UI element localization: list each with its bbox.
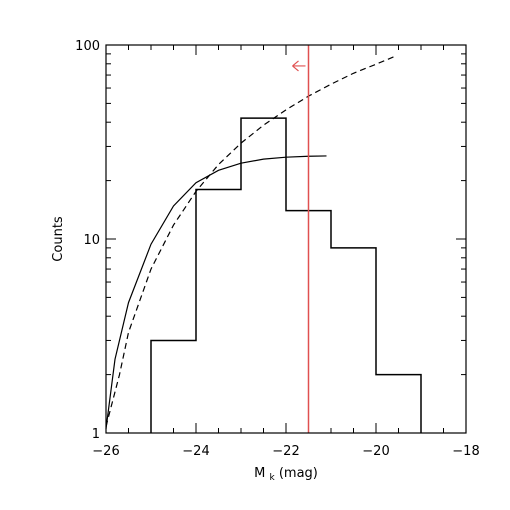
solid-curve [105, 155, 327, 429]
x-tick-label: −26 [92, 444, 119, 459]
y-axis-label: Counts [51, 216, 66, 262]
y-tick-label: 100 [75, 39, 100, 54]
cutoff-marker [292, 45, 310, 433]
tick-labels: −26 −24 −22 −20 −18 1 10 100 [75, 39, 480, 459]
histogram-bars [150, 117, 422, 433]
y-tick-label: 1 [92, 427, 100, 442]
y-tick-label: 10 [83, 233, 100, 248]
model-curves [105, 56, 395, 429]
x-axis-label-main: M [254, 466, 265, 481]
histogram [150, 117, 422, 433]
arrow-left-icon [292, 60, 306, 72]
dashed-curve [105, 56, 395, 427]
x-axis-label: M k (mag) [254, 466, 318, 484]
plot-frame [105, 44, 467, 434]
ticks [105, 44, 467, 434]
x-tick-label: −24 [182, 444, 209, 459]
x-tick-label: −20 [362, 444, 389, 459]
x-tick-label: −22 [272, 444, 299, 459]
x-axis-label-subscript: k [269, 473, 275, 483]
x-tick-label: −18 [452, 444, 479, 459]
x-axis-label-unit: (mag) [279, 466, 318, 481]
